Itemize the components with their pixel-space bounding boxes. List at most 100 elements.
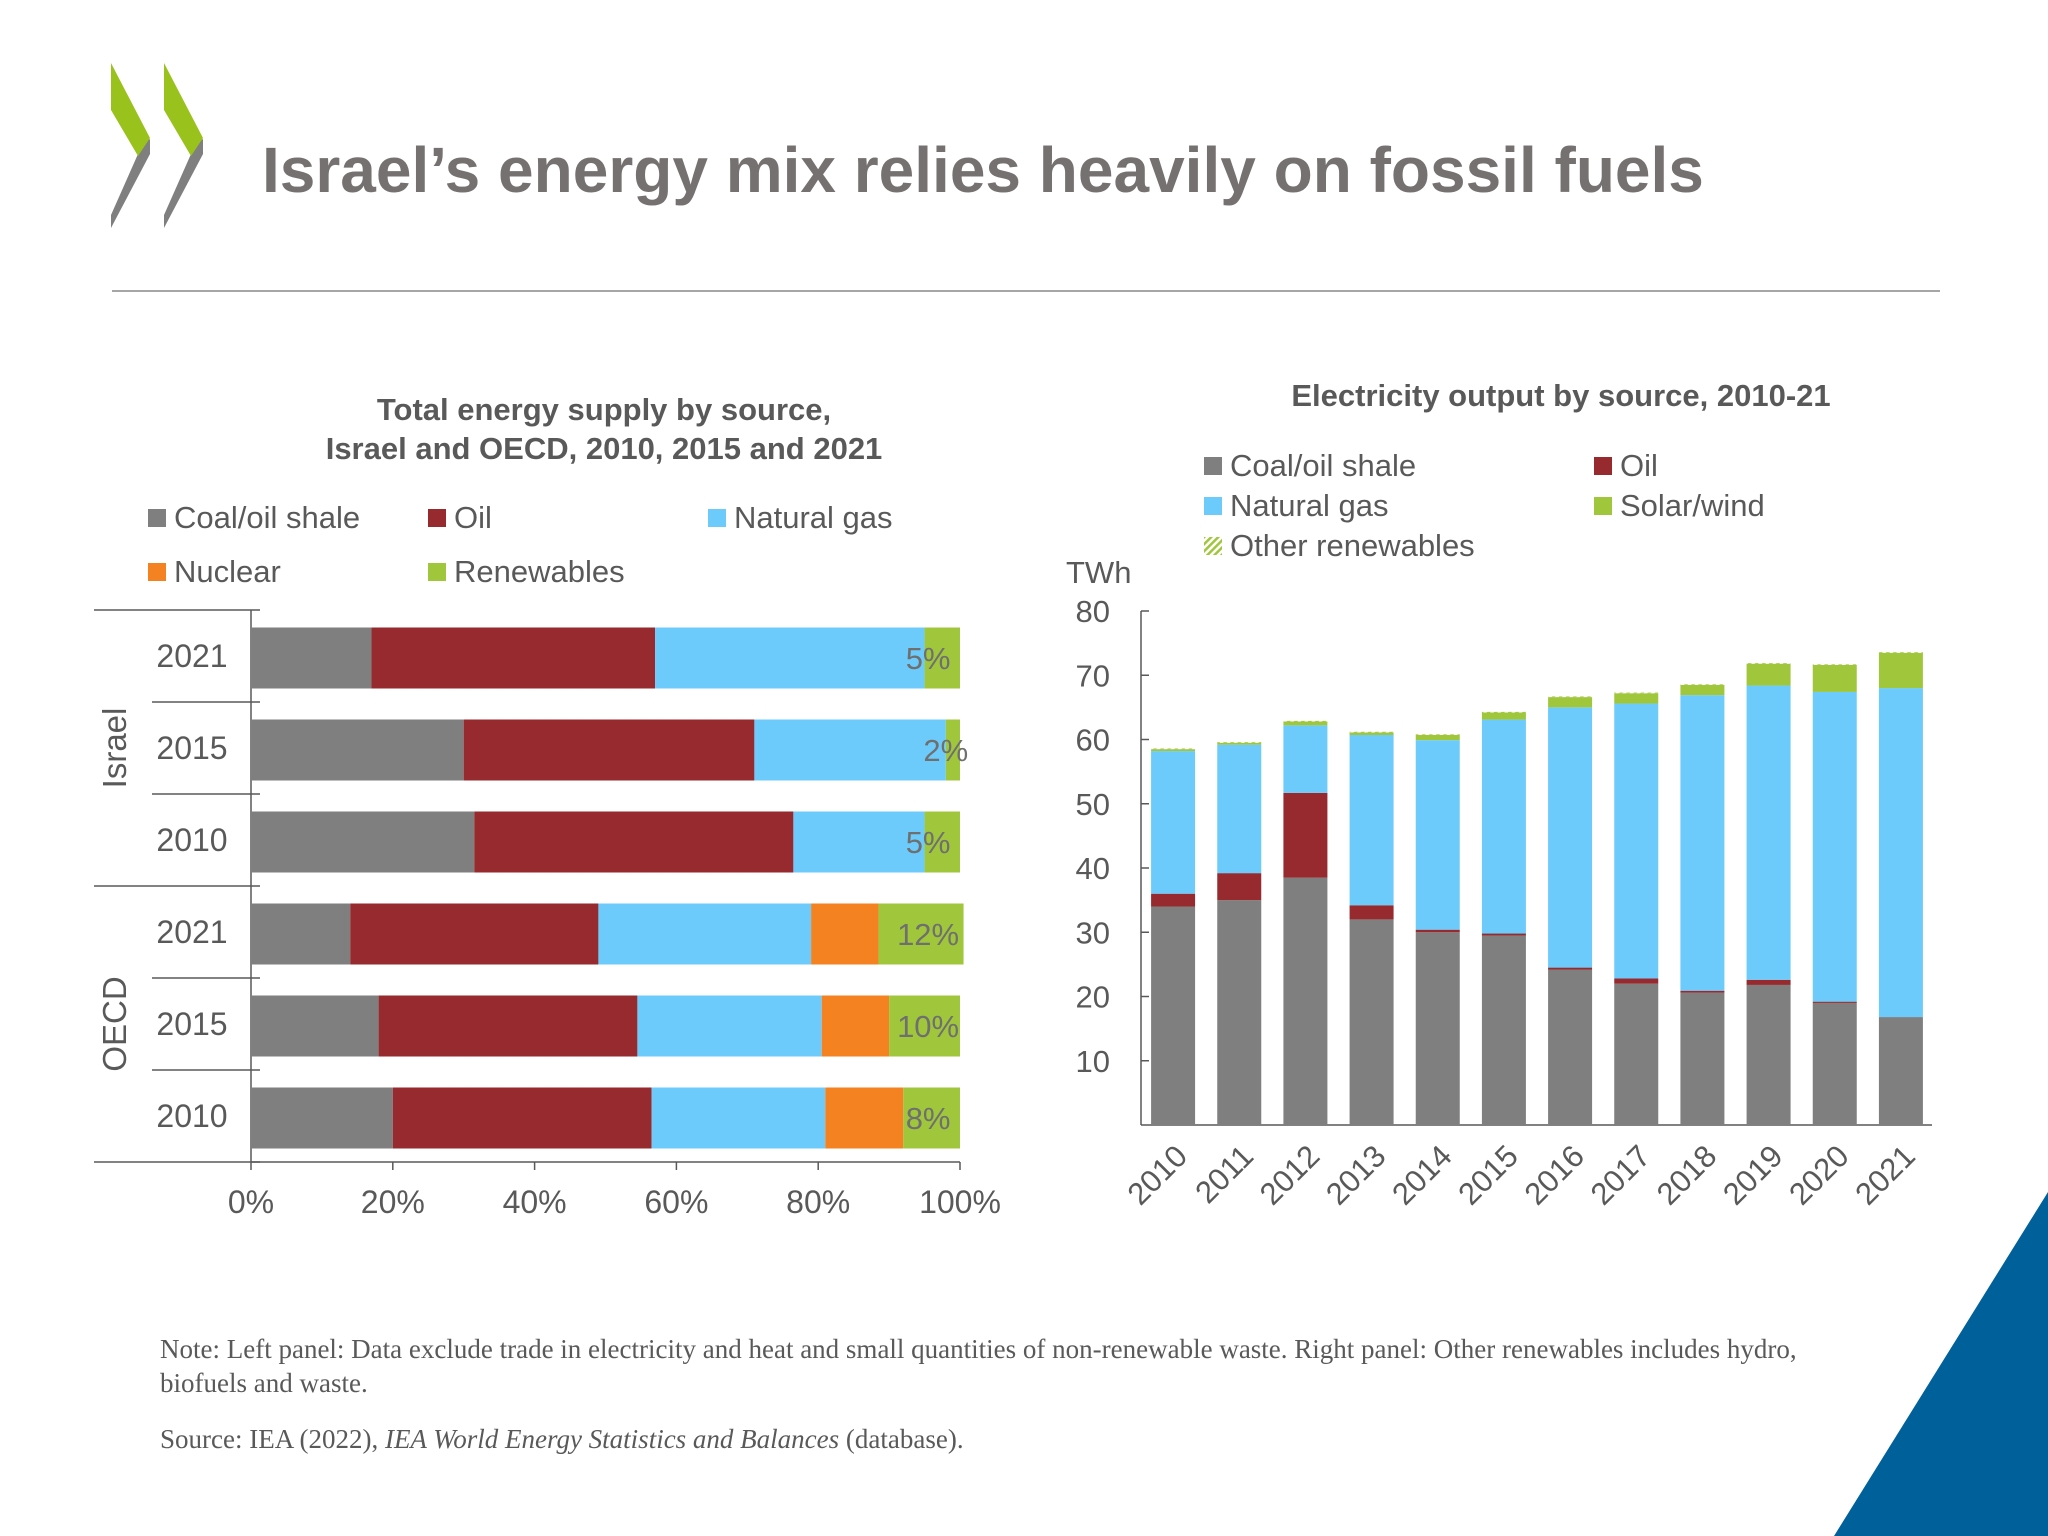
y-tick-label: 10 <box>1076 1044 1110 1079</box>
bar-segment-other-renewables-2020 <box>1812 664 1857 665</box>
bar-segment-oil-israel-2010 <box>474 811 794 873</box>
legend-label-natural-gas: Natural gas <box>1230 488 1389 523</box>
group-label-israel: Israel <box>96 708 133 789</box>
y-tick-label: 30 <box>1076 915 1110 950</box>
legend-label-solar-wind: Solar/wind <box>1620 488 1765 523</box>
legend-label-oil: Oil <box>454 500 492 535</box>
bar-segment-natural-gas-2013 <box>1349 735 1394 906</box>
bar-segment-natural-gas-2018 <box>1680 695 1725 991</box>
bar-segment-oil-2014 <box>1415 929 1460 933</box>
category-label: 2015 <box>156 1006 227 1042</box>
bar-segment-coal-oil-shale-oecd-2015 <box>251 995 379 1057</box>
source-prefix: Source: IEA (2022), <box>160 1424 385 1454</box>
y-tick-label: 50 <box>1076 787 1110 822</box>
chart-title: Electricity output by source, 2010-21 <box>1291 378 1830 413</box>
bar-segment-oil-israel-2015 <box>463 719 755 781</box>
x-tick-label: 60% <box>644 1184 708 1220</box>
legend-swatch-other-renewables <box>1204 537 1222 555</box>
bar-segment-other-renewables-2015 <box>1481 711 1526 713</box>
legend-label-coal-oil-shale: Coal/oil shale <box>1230 448 1416 483</box>
bar-segment-solar-wind-2016 <box>1548 697 1593 708</box>
renewables-data-label: 2% <box>923 733 968 768</box>
bar-segment-natural-gas-2021 <box>1878 688 1923 1018</box>
legend-swatch-coal-oil-shale <box>1204 457 1222 475</box>
legend-label-natural-gas: Natural gas <box>734 500 893 535</box>
bar-segment-oil-2012 <box>1283 792 1328 878</box>
bar-segment-oil-oecd-2015 <box>378 995 638 1057</box>
bar-segment-other-renewables-2010 <box>1151 748 1196 750</box>
legend-swatch-renewables <box>428 563 446 581</box>
total-energy-supply-chart: Total energy supply by source, Israel and… <box>94 392 1001 1220</box>
bar-segment-other-renewables-2018 <box>1680 684 1725 685</box>
bar-segment-solar-wind-2020 <box>1812 664 1857 692</box>
bar-segment-coal-oil-shale-2016 <box>1548 969 1593 1125</box>
bar-segment-other-renewables-2017 <box>1614 692 1659 694</box>
bar-segment-coal-oil-shale-oecd-2021 <box>251 903 351 965</box>
bar-segment-nuclear-oecd-2021 <box>811 903 879 965</box>
renewables-data-label: 5% <box>906 641 951 676</box>
bar-segment-coal-oil-shale-2018 <box>1680 992 1725 1125</box>
bar-segment-coal-oil-shale-oecd-2010 <box>251 1087 393 1149</box>
y-axis-unit-label: TWh <box>1066 555 1131 590</box>
category-label: 2010 <box>156 822 227 858</box>
legend-swatch-oil <box>428 509 446 527</box>
x-tick-label: 80% <box>786 1184 850 1220</box>
bar-segment-solar-wind-2012 <box>1283 721 1328 726</box>
bar-segment-coal-oil-shale-2015 <box>1481 935 1526 1125</box>
x-tick-label: 100% <box>919 1184 1001 1220</box>
x-tick-label: 0% <box>228 1184 274 1220</box>
legend-swatch-natural-gas <box>1204 497 1222 515</box>
legend-label-other-renewables: Other renewables <box>1230 528 1475 563</box>
bar-segment-coal-oil-shale-2014 <box>1415 932 1460 1125</box>
legend-label-oil: Oil <box>1620 448 1658 483</box>
bar-segment-oil-2020 <box>1812 1001 1857 1003</box>
bar-segment-solar-wind-2018 <box>1680 684 1725 696</box>
legend-label-coal-oil-shale: Coal/oil shale <box>174 500 360 535</box>
bar-segment-oil-oecd-2021 <box>350 903 599 965</box>
x-tick-label: 40% <box>503 1184 567 1220</box>
bar-segment-other-renewables-2021 <box>1878 652 1923 653</box>
bar-segment-other-renewables-2011 <box>1217 742 1262 743</box>
bar-segment-solar-wind-2019 <box>1746 663 1791 686</box>
page-title: Israel’s energy mix relies heavily on fo… <box>262 134 1704 206</box>
x-tick-label: 20% <box>361 1184 425 1220</box>
legend-swatch-oil <box>1594 457 1612 475</box>
legend-label-nuclear: Nuclear <box>174 554 281 589</box>
legend-label-renewables: Renewables <box>454 554 625 589</box>
bar-segment-other-renewables-2012 <box>1283 720 1328 722</box>
bar-segment-coal-oil-shale-2010 <box>1151 906 1196 1125</box>
bar-segment-oil-2013 <box>1349 905 1394 920</box>
bar-segment-natural-gas-2017 <box>1614 703 1659 979</box>
bar-segment-solar-wind-2010 <box>1151 749 1196 752</box>
y-tick-label: 60 <box>1076 723 1110 758</box>
renewables-data-label: 8% <box>906 1101 951 1136</box>
renewables-data-label: 10% <box>897 1009 959 1044</box>
bar-segment-oil-israel-2021 <box>371 627 656 689</box>
bar-segment-oil-oecd-2010 <box>392 1087 652 1149</box>
bar-segment-solar-wind-2021 <box>1878 652 1923 689</box>
bar-segment-coal-oil-shale-2011 <box>1217 900 1262 1125</box>
source-title: IEA World Energy Statistics and Balances <box>384 1424 840 1454</box>
bar-segment-nuclear-oecd-2015 <box>821 995 890 1057</box>
bar-segment-coal-oil-shale-israel-2015 <box>251 719 464 781</box>
note-text: Note: Left panel: Data exclude trade in … <box>160 1334 1797 1398</box>
bar-segment-solar-wind-2013 <box>1349 732 1394 736</box>
bar-segment-renewables-oecd-2010 <box>903 1087 960 1149</box>
category-label: 2021 <box>156 914 227 950</box>
bar-segment-oil-2011 <box>1217 873 1262 901</box>
bar-segment-other-renewables-2014 <box>1415 734 1460 736</box>
bar-segment-coal-oil-shale-2020 <box>1812 1002 1857 1125</box>
bar-segment-oil-2015 <box>1481 933 1526 936</box>
title-divider <box>112 290 1940 292</box>
bar-segment-oil-2018 <box>1680 990 1725 993</box>
bar-segment-coal-oil-shale-israel-2021 <box>251 627 372 689</box>
bar-segment-other-renewables-2013 <box>1349 731 1394 733</box>
bar-segment-solar-wind-2014 <box>1415 735 1460 741</box>
legend-swatch-solar-wind <box>1594 497 1612 515</box>
renewables-data-label: 12% <box>897 917 959 952</box>
bar-segment-coal-oil-shale-2017 <box>1614 983 1659 1125</box>
bar-segment-natural-gas-oecd-2021 <box>598 903 812 965</box>
bar-segment-natural-gas-oecd-2010 <box>651 1087 826 1149</box>
bar-segment-renewables-israel-2021 <box>924 627 960 689</box>
